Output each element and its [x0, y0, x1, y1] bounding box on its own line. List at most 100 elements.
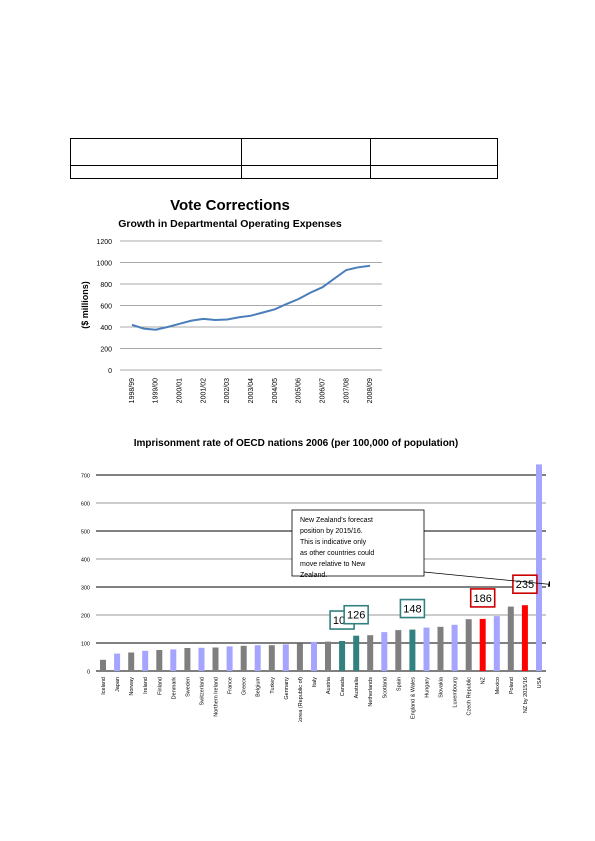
bar: [395, 630, 402, 671]
bar: [296, 643, 303, 671]
table-cell: [370, 138, 498, 166]
y-tick-label: 1200: [96, 239, 112, 246]
x-tick-label: USA: [537, 677, 543, 689]
table-cell: [241, 138, 371, 166]
x-tick-label: NZ by 2015/16: [523, 677, 529, 713]
y-tick-labels: 0 100 200 300 400 500 600 700: [81, 474, 90, 676]
y-tick-label: 400: [81, 558, 90, 564]
x-tick-label: Germany: [284, 677, 290, 700]
x-tick-label: Australia: [354, 676, 360, 698]
y-tick-label: 0: [108, 368, 112, 375]
bar: [367, 635, 374, 671]
x-tick-label: Turkey: [270, 677, 276, 694]
x-tick-label: England & Wales: [410, 677, 416, 719]
x-tick-label: 2000/01: [177, 378, 184, 403]
bar: [184, 648, 191, 671]
x-tick-label: NZ: [481, 676, 487, 684]
x-tick-label: 2008/09: [367, 378, 374, 403]
x-tick-label: Slovakia: [439, 676, 445, 698]
annotation-callout: New Zealand's forecast position by 2015/1…: [291, 509, 550, 587]
table-cell: [370, 165, 498, 179]
bar: [226, 646, 233, 671]
x-tick-label: Belgium: [256, 677, 262, 697]
x-tick-label: 2005/06: [296, 378, 303, 403]
annotation-arrow-head: [548, 581, 550, 587]
bar: [437, 626, 444, 671]
x-tick-label: Finland: [157, 677, 163, 695]
imprisonment-rate-bar-chart: Imprisonment rate of OECD nations 2006 (…: [81, 438, 550, 722]
data-label: 148: [403, 604, 421, 616]
y-tick-label: 200: [81, 614, 90, 620]
bar: [268, 645, 275, 671]
x-tick-label: France: [228, 677, 234, 694]
bar: [282, 644, 289, 671]
y-tick-label: 300: [81, 586, 90, 592]
chart-title: Vote Corrections: [170, 197, 290, 214]
y-tick-label: 0: [87, 670, 90, 676]
bar: [156, 650, 163, 671]
x-tick-label: Sweden: [185, 677, 191, 697]
y-tick-label: 600: [100, 304, 112, 311]
bar: [142, 650, 149, 671]
table-cell: [70, 165, 242, 179]
bar: [479, 618, 486, 671]
y-tick-label: 500: [81, 530, 90, 536]
x-tick-label: 2001/02: [200, 378, 207, 403]
annotation-arrow-line: [423, 571, 550, 585]
bar: [339, 641, 346, 671]
x-tick-label: Switzerland: [199, 677, 205, 705]
y-tick-label: 100: [81, 642, 90, 648]
bar: [353, 635, 360, 671]
x-tick-label: Czech Republic: [467, 677, 473, 716]
operating-expenses-line-chart: Vote Corrections Growth in Departmental …: [80, 197, 382, 403]
annotation-text: New Zealand's forecast position by 2015/1…: [300, 517, 374, 579]
bar: [325, 641, 331, 671]
data-label-box: [343, 604, 369, 625]
x-tick-label: Austria: [326, 676, 332, 694]
bar: [521, 605, 528, 671]
y-axis-label: ($ millions): [80, 281, 90, 329]
x-tick-label: Scotland: [382, 677, 388, 698]
data-label-box: [399, 598, 426, 619]
x-tick-labels: 1998/99 1999/00 2000/01 2001/02 2002/03 2003/…: [129, 378, 374, 403]
x-tick-label: Canada: [340, 676, 346, 696]
bar: [198, 647, 205, 671]
y-tick-label: 800: [100, 282, 112, 289]
bar: [451, 624, 458, 671]
data-label: 186: [474, 593, 492, 605]
y-tick-label: 1000: [96, 261, 112, 268]
bar: [212, 647, 219, 671]
x-tick-label: 1998/99: [129, 378, 136, 403]
x-tick-label: Poland: [509, 677, 515, 694]
data-label: 126: [347, 610, 365, 622]
x-tick-label: Denmark: [171, 677, 177, 700]
bar: [128, 652, 135, 671]
x-tick-label: Luxembourg: [453, 677, 459, 708]
x-tick-label: Italy: [312, 677, 318, 687]
x-tick-label: 2006/07: [319, 378, 326, 403]
bar: [311, 641, 317, 671]
bar: [465, 619, 472, 671]
annotation-box: [291, 509, 425, 577]
x-tick-label: 2007/08: [343, 378, 350, 403]
bars: [100, 464, 542, 671]
x-tick-label: 1999/00: [153, 378, 160, 403]
table-cell: [70, 138, 242, 166]
bar: [409, 629, 416, 671]
x-tick-labels: Iceland Japan Norway Ireland Finland Denmark S…: [101, 676, 543, 722]
y-tick-label: 200: [100, 347, 112, 354]
x-tick-label: Spain: [396, 677, 402, 691]
bar: [423, 627, 430, 671]
table-cell: [241, 165, 371, 179]
bar: [114, 653, 121, 671]
table-row: [70, 138, 498, 166]
x-tick-label: Norway: [129, 677, 135, 696]
bar: [170, 649, 177, 671]
bar: [536, 464, 542, 671]
data-label-box: [512, 574, 538, 594]
series-line: [131, 264, 371, 331]
bar: [240, 645, 247, 671]
bar: [254, 645, 261, 671]
y-tick-labels: 0 200 400 600 800 1000 1200: [96, 239, 112, 375]
